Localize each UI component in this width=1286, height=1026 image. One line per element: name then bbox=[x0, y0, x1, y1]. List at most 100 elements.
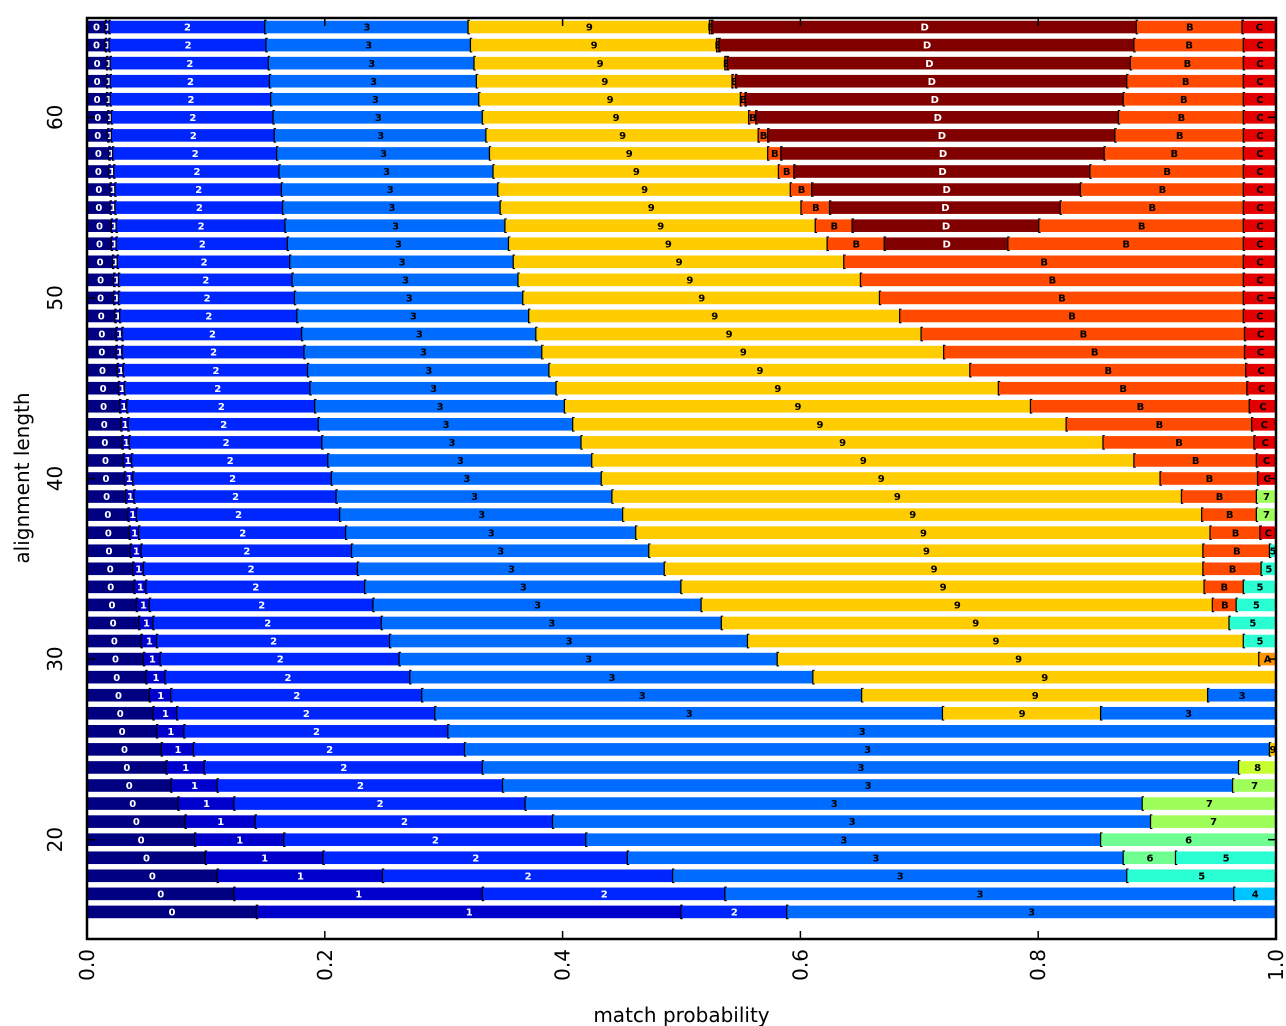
segment-label: 9 bbox=[607, 95, 614, 106]
segment-label: 1 bbox=[107, 113, 114, 124]
segment-label: 2 bbox=[303, 709, 310, 720]
bar-segment bbox=[126, 490, 135, 503]
bar-segment bbox=[125, 381, 311, 395]
bar-segment bbox=[108, 129, 112, 142]
bar-row-32: 0 1 2 3 9 5 bbox=[87, 615, 1276, 631]
bar-segment bbox=[139, 526, 347, 539]
bar-segment bbox=[1245, 345, 1276, 359]
segment-label: 1 bbox=[108, 149, 115, 160]
segment-label: 3 bbox=[370, 77, 377, 88]
segment-label: 1 bbox=[236, 835, 243, 846]
bar-segment bbox=[150, 598, 374, 612]
bar-row-35: 0 1 2 3 9 B 5 bbox=[87, 561, 1276, 577]
segment-label: 2 bbox=[210, 348, 217, 359]
bar-segment bbox=[178, 797, 235, 810]
segment-label: 0 bbox=[96, 221, 103, 232]
bar-segment bbox=[87, 38, 107, 52]
segment-label: B bbox=[1149, 203, 1157, 214]
segment-label: 9 bbox=[740, 348, 747, 359]
bar-segment bbox=[114, 165, 280, 178]
segment-label: 7 bbox=[1210, 817, 1217, 828]
segment-label: 3 bbox=[365, 41, 372, 52]
bar-segment bbox=[87, 815, 186, 828]
bar-segment bbox=[87, 725, 158, 738]
y-tick-label: 40 bbox=[43, 466, 67, 491]
segment-label: 3 bbox=[425, 366, 432, 377]
bar-segment bbox=[813, 670, 1276, 684]
bar-segment bbox=[87, 327, 117, 341]
segment-label: 9 bbox=[676, 257, 683, 268]
x-tick-label: 0.4 bbox=[551, 949, 575, 981]
segment-label: B bbox=[1221, 601, 1229, 612]
bar-segment bbox=[87, 418, 122, 431]
bar-segment bbox=[87, 129, 109, 142]
segment-label: 1 bbox=[149, 655, 156, 666]
y-tick-label: 60 bbox=[43, 105, 67, 130]
bar-segment bbox=[1101, 706, 1276, 720]
segment-label: 2 bbox=[264, 619, 271, 630]
bar-segment bbox=[122, 436, 130, 449]
segment-label: 9 bbox=[954, 601, 961, 612]
segment-label: 1 bbox=[261, 853, 268, 864]
bar-segment bbox=[525, 797, 1143, 810]
bar-segment bbox=[1243, 74, 1276, 88]
bar-segment bbox=[171, 688, 423, 702]
segment-label: B bbox=[1186, 23, 1194, 34]
bar-row-40: 0 1 2 3 9 B C bbox=[87, 471, 1276, 486]
bar-row-21: 0 1 2 3 7 bbox=[87, 814, 1276, 829]
segment-label: 0 bbox=[106, 546, 113, 557]
segment-label: 3 bbox=[864, 745, 871, 756]
segment-label: 1 bbox=[123, 438, 130, 449]
bar-segment bbox=[884, 237, 1009, 251]
segment-label: C bbox=[1256, 185, 1263, 196]
segment-label: D bbox=[920, 23, 928, 34]
bar-segment bbox=[500, 201, 802, 214]
bar-row-36: 0 1 2 3 9 B 5 bbox=[87, 543, 1277, 559]
bar-segment bbox=[297, 309, 530, 323]
segment-label: 9 bbox=[726, 330, 733, 341]
segment-label: 0 bbox=[115, 691, 122, 702]
segment-label: 0 bbox=[169, 908, 176, 919]
segment-label: 3 bbox=[420, 348, 427, 359]
bar-segment bbox=[292, 273, 519, 287]
segment-label: B bbox=[1122, 239, 1130, 250]
segment-label: 4 bbox=[1252, 889, 1259, 900]
bar-segment bbox=[87, 851, 206, 865]
segment-label: 3 bbox=[548, 619, 555, 630]
segment-label: B bbox=[1175, 438, 1183, 449]
bar-segment bbox=[110, 92, 272, 106]
bar-segment bbox=[136, 508, 341, 521]
bar-segment bbox=[1243, 183, 1276, 196]
bar-segment bbox=[136, 598, 151, 612]
segment-label: B bbox=[1058, 294, 1066, 305]
bar-row-29: 0 1 2 3 9 bbox=[87, 669, 1276, 685]
bar-segment bbox=[513, 255, 845, 269]
segment-label: C bbox=[1256, 41, 1263, 52]
bar-segment bbox=[861, 273, 1244, 287]
segment-label: 5 bbox=[1253, 601, 1260, 612]
bar-segment bbox=[844, 255, 1244, 269]
bar-segment bbox=[358, 562, 665, 576]
bar-segment bbox=[794, 165, 1091, 178]
bar-segment bbox=[146, 670, 166, 684]
segment-label: 2 bbox=[293, 691, 300, 702]
segment-label: 1 bbox=[126, 474, 133, 485]
bar-segment bbox=[87, 363, 118, 377]
bar-segment bbox=[87, 92, 108, 106]
bar-segment bbox=[1239, 761, 1276, 774]
bar-row-38: 0 1 2 3 9 B 7 bbox=[87, 507, 1276, 522]
segment-label: B bbox=[852, 239, 860, 250]
bar-segment bbox=[115, 201, 284, 214]
bar-segment bbox=[87, 688, 151, 702]
segment-label: 1 bbox=[114, 312, 121, 323]
segment-label: 9 bbox=[591, 41, 598, 52]
segment-label: C bbox=[1256, 23, 1263, 34]
segment-label: 3 bbox=[520, 582, 527, 593]
bar-segment bbox=[116, 345, 123, 359]
bar-segment bbox=[194, 743, 466, 756]
segment-label: 0 bbox=[103, 474, 110, 485]
segment-label: 2 bbox=[270, 637, 277, 648]
